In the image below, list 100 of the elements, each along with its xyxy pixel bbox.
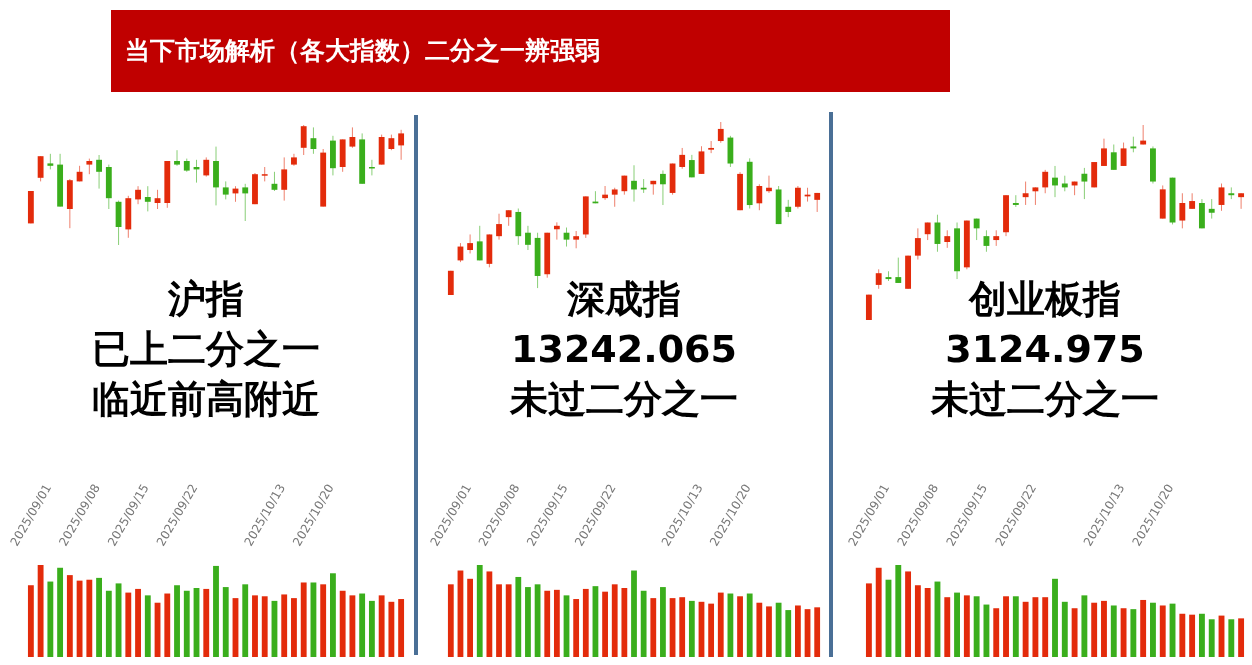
bar	[447, 584, 454, 657]
bar	[1091, 602, 1098, 657]
bar	[291, 598, 297, 657]
bar	[1032, 597, 1039, 657]
bar	[737, 596, 743, 657]
bar	[756, 602, 763, 657]
bar	[486, 571, 493, 657]
bar	[476, 565, 483, 657]
bar	[611, 584, 618, 657]
bar	[717, 592, 724, 657]
bar	[320, 584, 327, 657]
bar	[515, 576, 522, 657]
bar	[983, 604, 990, 657]
bar	[795, 605, 801, 657]
bar	[924, 588, 931, 657]
bar	[388, 601, 395, 657]
bar	[144, 595, 151, 657]
bar	[875, 567, 882, 657]
bar	[1238, 618, 1245, 657]
bar	[621, 588, 628, 657]
bar	[1179, 613, 1186, 657]
bar	[252, 595, 258, 657]
bar	[1061, 601, 1068, 657]
bar	[746, 593, 753, 657]
bar	[47, 581, 54, 657]
bar	[1071, 608, 1078, 657]
bar	[963, 595, 970, 657]
chart-title: 当下市场解析（各大指数）二分之一辨强弱	[111, 10, 950, 92]
bar	[973, 596, 980, 657]
bar	[164, 593, 171, 657]
bar	[1189, 614, 1196, 657]
text: 临近前高附近	[92, 377, 320, 421]
bar	[467, 578, 473, 657]
bar	[944, 597, 951, 657]
bar	[1140, 599, 1147, 657]
bar	[359, 593, 366, 657]
bar	[905, 571, 912, 657]
bar	[105, 590, 112, 657]
bar	[261, 596, 268, 657]
text: 已上二分之一	[92, 327, 320, 371]
bar	[1208, 619, 1215, 657]
bar	[496, 584, 502, 657]
bar	[222, 587, 229, 657]
bar	[1228, 619, 1235, 657]
bar	[1052, 578, 1058, 657]
bar	[914, 585, 921, 657]
bar	[954, 592, 960, 657]
bar	[1150, 602, 1156, 657]
bar	[1003, 596, 1009, 657]
bar	[213, 565, 219, 657]
bar	[708, 603, 715, 657]
text: 未过二分之一	[930, 377, 1159, 421]
bar	[814, 607, 821, 657]
bar	[378, 595, 385, 657]
bar	[1198, 613, 1205, 657]
bar	[300, 582, 307, 657]
bar	[125, 592, 132, 657]
bar	[544, 590, 551, 657]
bar	[96, 577, 102, 657]
bar	[1101, 600, 1107, 657]
bar	[785, 610, 792, 657]
annotation: 创业板指	[968, 277, 1121, 321]
bar	[640, 590, 647, 657]
bar	[602, 591, 608, 657]
bar	[339, 590, 346, 657]
bar	[242, 584, 249, 657]
bar	[631, 570, 637, 657]
text: 未过二分之一	[509, 377, 738, 421]
bar	[135, 588, 141, 657]
text: 沪指	[167, 277, 244, 321]
bar	[766, 606, 772, 657]
bar	[1130, 609, 1137, 657]
text: 3124.975	[945, 327, 1145, 371]
bar	[1159, 605, 1166, 657]
bar	[650, 598, 657, 657]
bar	[1022, 601, 1029, 657]
bar	[203, 588, 210, 657]
bar	[553, 589, 560, 657]
bar	[349, 595, 356, 657]
annotation: 深成指	[566, 277, 681, 321]
bar	[1042, 597, 1049, 657]
bar	[895, 565, 902, 657]
bar	[57, 567, 64, 657]
bar	[1012, 596, 1019, 657]
bar	[368, 600, 375, 657]
bar	[1081, 595, 1088, 657]
bar	[86, 579, 93, 657]
bar	[525, 587, 531, 657]
bar	[688, 600, 695, 657]
bar	[183, 590, 190, 657]
bar	[993, 608, 1000, 657]
bar	[505, 584, 512, 657]
bar	[1120, 608, 1127, 657]
bar	[1110, 605, 1117, 657]
bar	[775, 602, 782, 657]
bar	[174, 585, 180, 657]
bar	[660, 587, 666, 657]
bar	[679, 597, 686, 657]
bar	[330, 573, 336, 657]
bar	[398, 599, 405, 657]
